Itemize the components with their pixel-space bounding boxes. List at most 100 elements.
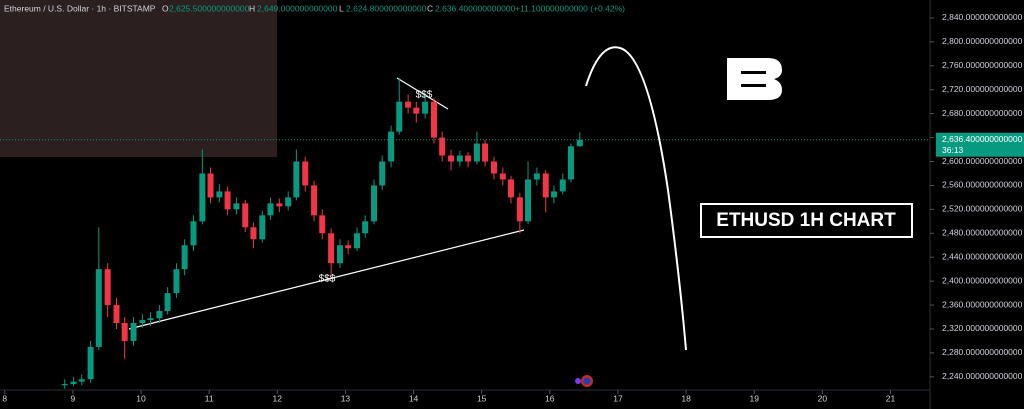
y-tick-label: 2,520.000000000000 xyxy=(942,204,1023,214)
candle-body xyxy=(285,197,292,207)
brand-logo xyxy=(727,58,782,100)
candle-body xyxy=(293,161,300,198)
h-label: H xyxy=(249,3,255,13)
candle-body xyxy=(354,233,361,249)
c-label: C xyxy=(427,3,433,13)
l-label: L xyxy=(339,3,344,13)
candle-body xyxy=(311,185,318,216)
candle-body xyxy=(371,185,378,222)
candle-body xyxy=(422,101,429,114)
candle-body xyxy=(525,179,532,222)
last-price-label: 2,636.400000000000 xyxy=(942,134,1023,144)
candle-body xyxy=(233,203,240,210)
x-tick-label: 9 xyxy=(71,393,76,403)
y-tick-label: 2,800.000000000000 xyxy=(942,36,1023,46)
overlay-panel xyxy=(0,0,277,157)
candle-body xyxy=(465,155,472,162)
candle-body xyxy=(242,203,249,228)
candle-body xyxy=(224,191,231,210)
event-flag xyxy=(575,375,593,387)
badge-text: ETHUSD 1H CHART xyxy=(716,210,896,231)
candle-body xyxy=(328,233,335,264)
candle-body xyxy=(507,179,514,198)
badge-box xyxy=(700,203,913,238)
candle-body xyxy=(130,323,137,341)
y-tick-label: 2,400.000000000000 xyxy=(942,275,1023,285)
x-tick-label: 15 xyxy=(477,393,487,403)
y-tick-label: 2,760.000000000000 xyxy=(942,60,1023,70)
candle-body xyxy=(567,146,574,180)
candle-body xyxy=(121,323,128,341)
candle-body xyxy=(499,173,506,180)
y-tick-label: 2,320.000000000000 xyxy=(942,323,1023,333)
candle-body xyxy=(516,197,523,222)
candle-body xyxy=(190,221,197,246)
candle-body xyxy=(78,379,85,382)
candle-body xyxy=(388,131,395,162)
candle-body xyxy=(336,245,343,264)
candle-body xyxy=(396,101,403,132)
candle-body xyxy=(533,173,540,180)
y-tick-label: 2,280.000000000000 xyxy=(942,347,1023,357)
support-line xyxy=(128,229,525,330)
candle-body xyxy=(431,101,437,138)
candle-body xyxy=(267,203,274,216)
candle-body xyxy=(276,203,283,207)
y-tick-label: 2,560.000000000000 xyxy=(942,180,1023,190)
l-value: 2,624.800000000000 xyxy=(346,3,427,13)
y-tick-label: 2,720.000000000000 xyxy=(942,84,1023,94)
x-tick-label: 11 xyxy=(205,393,214,403)
last-price-tag xyxy=(936,132,1024,157)
candle-body xyxy=(302,161,309,186)
x-tick-label: 10 xyxy=(136,393,146,403)
candle-body xyxy=(456,155,463,162)
candle-body xyxy=(181,245,188,270)
candle-body xyxy=(482,143,489,162)
x-tick-label: 19 xyxy=(749,393,759,403)
candle-body xyxy=(95,269,102,347)
candle-body xyxy=(104,269,111,306)
resistance-line xyxy=(396,77,449,110)
candle-body xyxy=(542,173,549,198)
candle-body xyxy=(448,155,455,162)
x-tick-label: 21 xyxy=(886,393,896,403)
y-tick-label: 2,440.000000000000 xyxy=(942,251,1023,261)
candle-body xyxy=(576,139,583,147)
header: Ethereum / U.S. Dollar · 1h · BITSTAMP O… xyxy=(4,3,625,13)
candle-body xyxy=(61,384,68,386)
x-tick-label: 20 xyxy=(818,393,828,403)
candle-body xyxy=(250,227,257,240)
y-tick-label: 2,480.000000000000 xyxy=(942,228,1023,238)
x-tick-label: 16 xyxy=(545,393,555,403)
candle-body xyxy=(87,346,94,380)
y-tick-label: 2,360.000000000000 xyxy=(942,299,1023,309)
y-tick-label: 2,840.000000000000 xyxy=(942,12,1023,22)
candle-body xyxy=(405,101,412,108)
candle-body xyxy=(559,179,566,192)
y-tick-label: 2,680.000000000000 xyxy=(942,108,1023,118)
y-tick-label: 2,240.000000000000 xyxy=(942,371,1023,381)
candle-body xyxy=(473,143,480,162)
candle-body xyxy=(259,215,266,240)
candle-body xyxy=(439,137,446,156)
candle-body xyxy=(139,320,146,324)
candle-body xyxy=(207,173,214,198)
o-value: 2,625.500000000000 xyxy=(169,3,250,13)
x-tick-label: 14 xyxy=(409,393,419,403)
candle-body xyxy=(216,191,223,198)
h-value: 2,649.000000000000 xyxy=(257,3,338,13)
candle-body xyxy=(156,311,163,319)
candle-body xyxy=(164,293,171,312)
candle-body xyxy=(550,191,557,198)
symbol-title: Ethereum / U.S. Dollar · 1h · BITSTAMP xyxy=(4,3,156,13)
candle-body xyxy=(413,107,420,114)
candle-body xyxy=(362,221,369,234)
candle-body xyxy=(345,245,352,249)
x-tick-label: 17 xyxy=(613,393,623,403)
countdown: 36:13 xyxy=(942,145,964,155)
candle-body xyxy=(379,161,386,186)
o-label: O xyxy=(162,3,169,13)
candle-body xyxy=(173,269,180,294)
support-label: $$$ xyxy=(319,274,336,285)
